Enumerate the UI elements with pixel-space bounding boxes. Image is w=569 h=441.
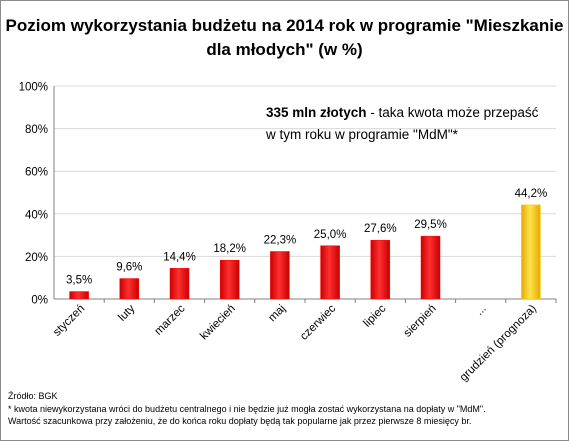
x-category-label: marzec: [152, 302, 187, 337]
x-category-label: styczeń: [51, 303, 87, 339]
x-category-label: czerwiec: [298, 302, 338, 342]
annotation-text: - taka kwota może przepaść: [366, 105, 539, 120]
data-label: 18,2%: [213, 243, 246, 255]
data-label: 22,3%: [264, 235, 297, 247]
y-tick-label: 40%: [25, 209, 48, 221]
bar-7: [370, 239, 391, 300]
y-tick-label: 20%: [25, 252, 48, 264]
bar-1: [69, 291, 89, 300]
bar-10: [521, 204, 541, 300]
y-tick-label: 100%: [19, 82, 48, 94]
x-category-label: maj: [266, 303, 288, 325]
bar-3: [169, 268, 190, 300]
data-label: 14,4%: [163, 251, 196, 263]
bar-8: [420, 235, 441, 300]
data-label: 25,0%: [314, 229, 347, 241]
x-category-label: kwiecień: [198, 303, 238, 343]
annotation-amount: 335 mln złotych: [266, 105, 367, 120]
footnote-estimate: Wartość szacunkowa przy założeniu, że do…: [8, 416, 472, 426]
bar-5: [270, 251, 290, 300]
x-category-label: sierpień: [402, 303, 439, 340]
annotation-line-1: 335 mln złotych - taka kwota może przepa…: [266, 102, 566, 124]
x-category-label: lipiec: [361, 302, 388, 329]
annotation-line-2: w tym roku w programie "MdM"*: [266, 127, 458, 142]
bar-2: [119, 278, 140, 300]
source-note: Źródło: BGK: [8, 391, 58, 401]
x-category-label: ...: [474, 303, 489, 318]
bar-4: [219, 259, 240, 300]
y-tick-label: 80%: [25, 124, 48, 136]
data-label: 27,6%: [364, 223, 397, 235]
chart-title: Poziom wykorzystania budżetu na 2014 rok…: [5, 16, 564, 59]
y-tick-label: 0%: [31, 295, 48, 307]
bar-6: [320, 245, 340, 300]
footnotes: Źródło: BGK * kwota niewykorzystana wróc…: [8, 390, 568, 428]
data-label: 44,2%: [515, 188, 548, 200]
data-label: 29,5%: [414, 219, 447, 231]
data-label: 3,5%: [66, 275, 92, 287]
x-category-label: luty: [116, 302, 137, 323]
annotation-box: 335 mln złotych - taka kwota może przepa…: [266, 102, 566, 146]
x-category-label: grudzień (prognoza): [458, 303, 539, 384]
data-label: 9,6%: [116, 262, 142, 274]
y-tick-label: 60%: [25, 167, 48, 179]
footnote-asterisk: * kwota niewykorzystana wróci do budżetu…: [8, 403, 486, 414]
